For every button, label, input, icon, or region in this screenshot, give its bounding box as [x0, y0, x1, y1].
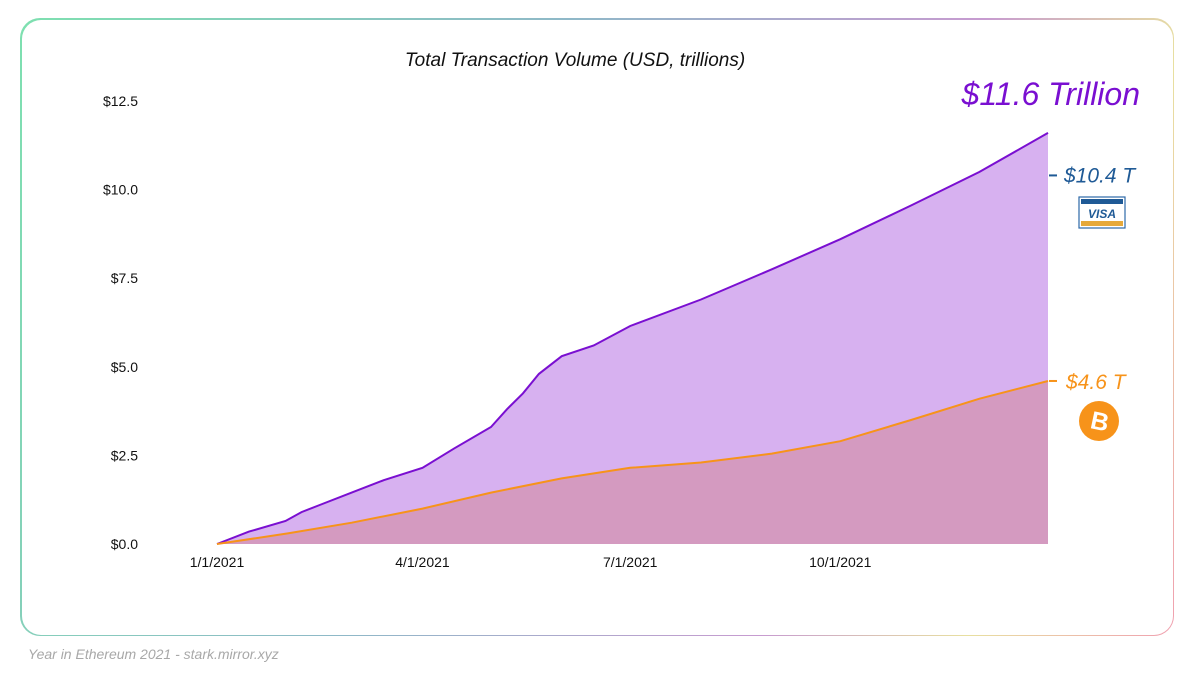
x-tick-label: 1/1/2021: [190, 554, 245, 570]
btc-annotation: $4.6 T B: [1049, 371, 1128, 441]
line-series-1: [216, 380, 1049, 545]
bitcoin-icon: B: [1079, 401, 1119, 441]
area-fill-series-1: [217, 381, 1048, 544]
svg-text:B: B: [1088, 406, 1111, 437]
y-tick-label: $0.0: [111, 536, 138, 552]
footer-credit: Year in Ethereum 2021 - stark.mirror.xyz: [28, 646, 279, 662]
btc-label: $4.6 T: [1065, 371, 1128, 394]
svg-text:VISA: VISA: [1088, 207, 1116, 221]
visa-annotation: $10.4 T VISA: [1049, 164, 1137, 229]
y-tick-label: $2.5: [111, 447, 138, 463]
y-tick-label: $12.5: [103, 93, 138, 109]
x-tick-label: 10/1/2021: [809, 554, 871, 570]
y-tick-label: $10.0: [103, 182, 138, 198]
x-tick-label: 7/1/2021: [603, 554, 658, 570]
line-series-0: [216, 132, 1049, 545]
eth-total-label: $11.6 Trillion: [961, 76, 1140, 112]
y-tick-label: $5.0: [111, 359, 138, 375]
x-tick-label: 4/1/2021: [395, 554, 450, 570]
visa-label: $10.4 T: [1063, 164, 1137, 187]
visa-card-icon: VISA: [1078, 196, 1126, 229]
y-tick-label: $7.5: [111, 270, 138, 286]
chart-title: Total Transaction Volume (USD, trillions…: [405, 50, 745, 71]
